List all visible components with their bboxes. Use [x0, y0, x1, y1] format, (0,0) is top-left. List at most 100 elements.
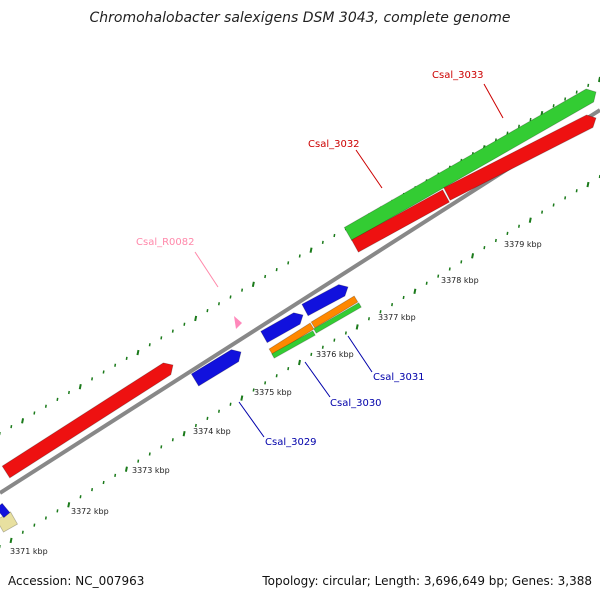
- rna-gene-csal-r0082: [234, 316, 242, 329]
- minor-tick: [44, 516, 47, 520]
- minor-tick: [171, 438, 174, 442]
- major-tick: [309, 247, 313, 253]
- minor-tick: [67, 390, 70, 395]
- gene-label-csal-3031[interactable]: Csal_3031: [373, 372, 425, 383]
- inner-tick-ring: [0, 174, 600, 549]
- kbp-label: 3372 kbp: [71, 507, 109, 516]
- minor-tick: [217, 302, 220, 306]
- gene-features: [0, 88, 597, 533]
- leader-line: [304, 361, 331, 398]
- minor-tick: [344, 331, 347, 335]
- minor-tick: [575, 90, 578, 94]
- gene-label-csal-3029[interactable]: Csal_3029: [265, 437, 317, 448]
- minor-tick: [287, 366, 290, 371]
- minor-tick: [10, 425, 13, 429]
- minor-tick: [125, 356, 128, 361]
- minor-tick: [483, 246, 486, 250]
- minor-tick: [517, 124, 520, 128]
- minor-tick: [552, 203, 555, 207]
- kbp-label: 3373 kbp: [132, 466, 170, 475]
- leader-line: [238, 401, 265, 438]
- gene-label-csal-3032[interactable]: Csal_3032: [308, 139, 360, 150]
- minor-tick: [252, 388, 255, 392]
- minor-tick: [241, 288, 244, 292]
- major-tick: [136, 349, 140, 356]
- gene-labels: Csal_3033 Csal_3032 Csal_R0082 Csal_3031 Csa…: [136, 70, 504, 448]
- minor-tick: [333, 338, 336, 342]
- major-tick: [298, 359, 301, 366]
- minor-tick: [264, 381, 267, 385]
- minor-tick: [541, 210, 544, 214]
- major-tick: [78, 384, 82, 390]
- major-tick: [182, 430, 186, 437]
- major-tick: [355, 324, 359, 330]
- minor-tick: [506, 231, 509, 236]
- minor-tick: [310, 352, 313, 357]
- minor-tick: [564, 196, 567, 200]
- minor-tick: [529, 117, 532, 122]
- gene-green-thin-b: [313, 302, 362, 334]
- minor-tick: [379, 310, 382, 314]
- gene-csal-3032-part: [351, 189, 450, 253]
- minor-tick: [21, 530, 24, 534]
- major-tick: [67, 502, 71, 508]
- minor-tick: [194, 423, 197, 428]
- minor-tick: [114, 363, 117, 367]
- genome-summary-text: Topology: circular; Length: 3,696,649 bp…: [262, 574, 592, 588]
- major-tick: [471, 253, 475, 259]
- gene-blue-3031: [301, 284, 349, 317]
- minor-tick: [448, 267, 451, 271]
- minor-tick: [298, 254, 301, 258]
- minor-tick: [287, 261, 290, 265]
- leader-line: [347, 335, 373, 373]
- minor-tick: [275, 268, 278, 272]
- minor-tick: [391, 302, 394, 307]
- minor-tick: [402, 295, 405, 300]
- major-tick: [240, 395, 244, 401]
- kbp-label: 3375 kbp: [254, 388, 292, 397]
- major-tick: [124, 466, 128, 472]
- minor-tick: [33, 523, 36, 527]
- major-tick: [9, 537, 13, 544]
- major-tick: [586, 181, 590, 188]
- gene-label-csal-3033[interactable]: Csal_3033: [432, 70, 484, 81]
- minor-tick: [275, 374, 278, 378]
- minor-tick: [102, 370, 105, 374]
- gene-blue-3029: [190, 349, 242, 387]
- minor-tick: [437, 274, 440, 278]
- kbp-label: 3378 kbp: [441, 276, 479, 285]
- minor-tick: [206, 308, 209, 313]
- major-tick: [528, 217, 532, 223]
- major-tick: [194, 315, 198, 322]
- gene-red-left: [1, 362, 174, 479]
- gene-orange-a: [268, 322, 315, 356]
- gene-blue-edge: [0, 502, 11, 519]
- minor-tick: [575, 189, 578, 193]
- kbp-label: 3371 kbp: [10, 547, 48, 556]
- kbp-label: 3374 kbp: [193, 427, 231, 436]
- leader-line: [194, 251, 219, 288]
- major-tick: [21, 418, 25, 424]
- minor-tick: [321, 240, 324, 244]
- minor-tick: [494, 238, 497, 243]
- major-tick: [251, 281, 255, 288]
- minor-tick: [517, 224, 520, 228]
- minor-tick: [564, 97, 567, 101]
- minor-tick: [56, 397, 59, 401]
- kbp-label: 3377 kbp: [378, 313, 416, 322]
- kbp-scale-labels: 3371 kbp 3372 kbp 3373 kbp 3374 kbp 3375 kbp…: [10, 240, 542, 556]
- minor-tick: [552, 104, 555, 108]
- genome-title: Chromohalobacter salexigens DSM 3043, co…: [89, 10, 511, 26]
- minor-tick: [229, 402, 232, 406]
- kbp-label: 3376 kbp: [316, 350, 354, 359]
- leader-line: [483, 83, 504, 119]
- gene-label-csal-3030[interactable]: Csal_3030: [330, 398, 382, 409]
- minor-tick: [148, 343, 151, 347]
- minor-tick: [217, 409, 220, 413]
- major-tick: [413, 288, 417, 295]
- minor-tick: [587, 83, 590, 87]
- gene-label-csal-r0082[interactable]: Csal_R0082: [136, 237, 195, 248]
- minor-tick: [333, 233, 336, 238]
